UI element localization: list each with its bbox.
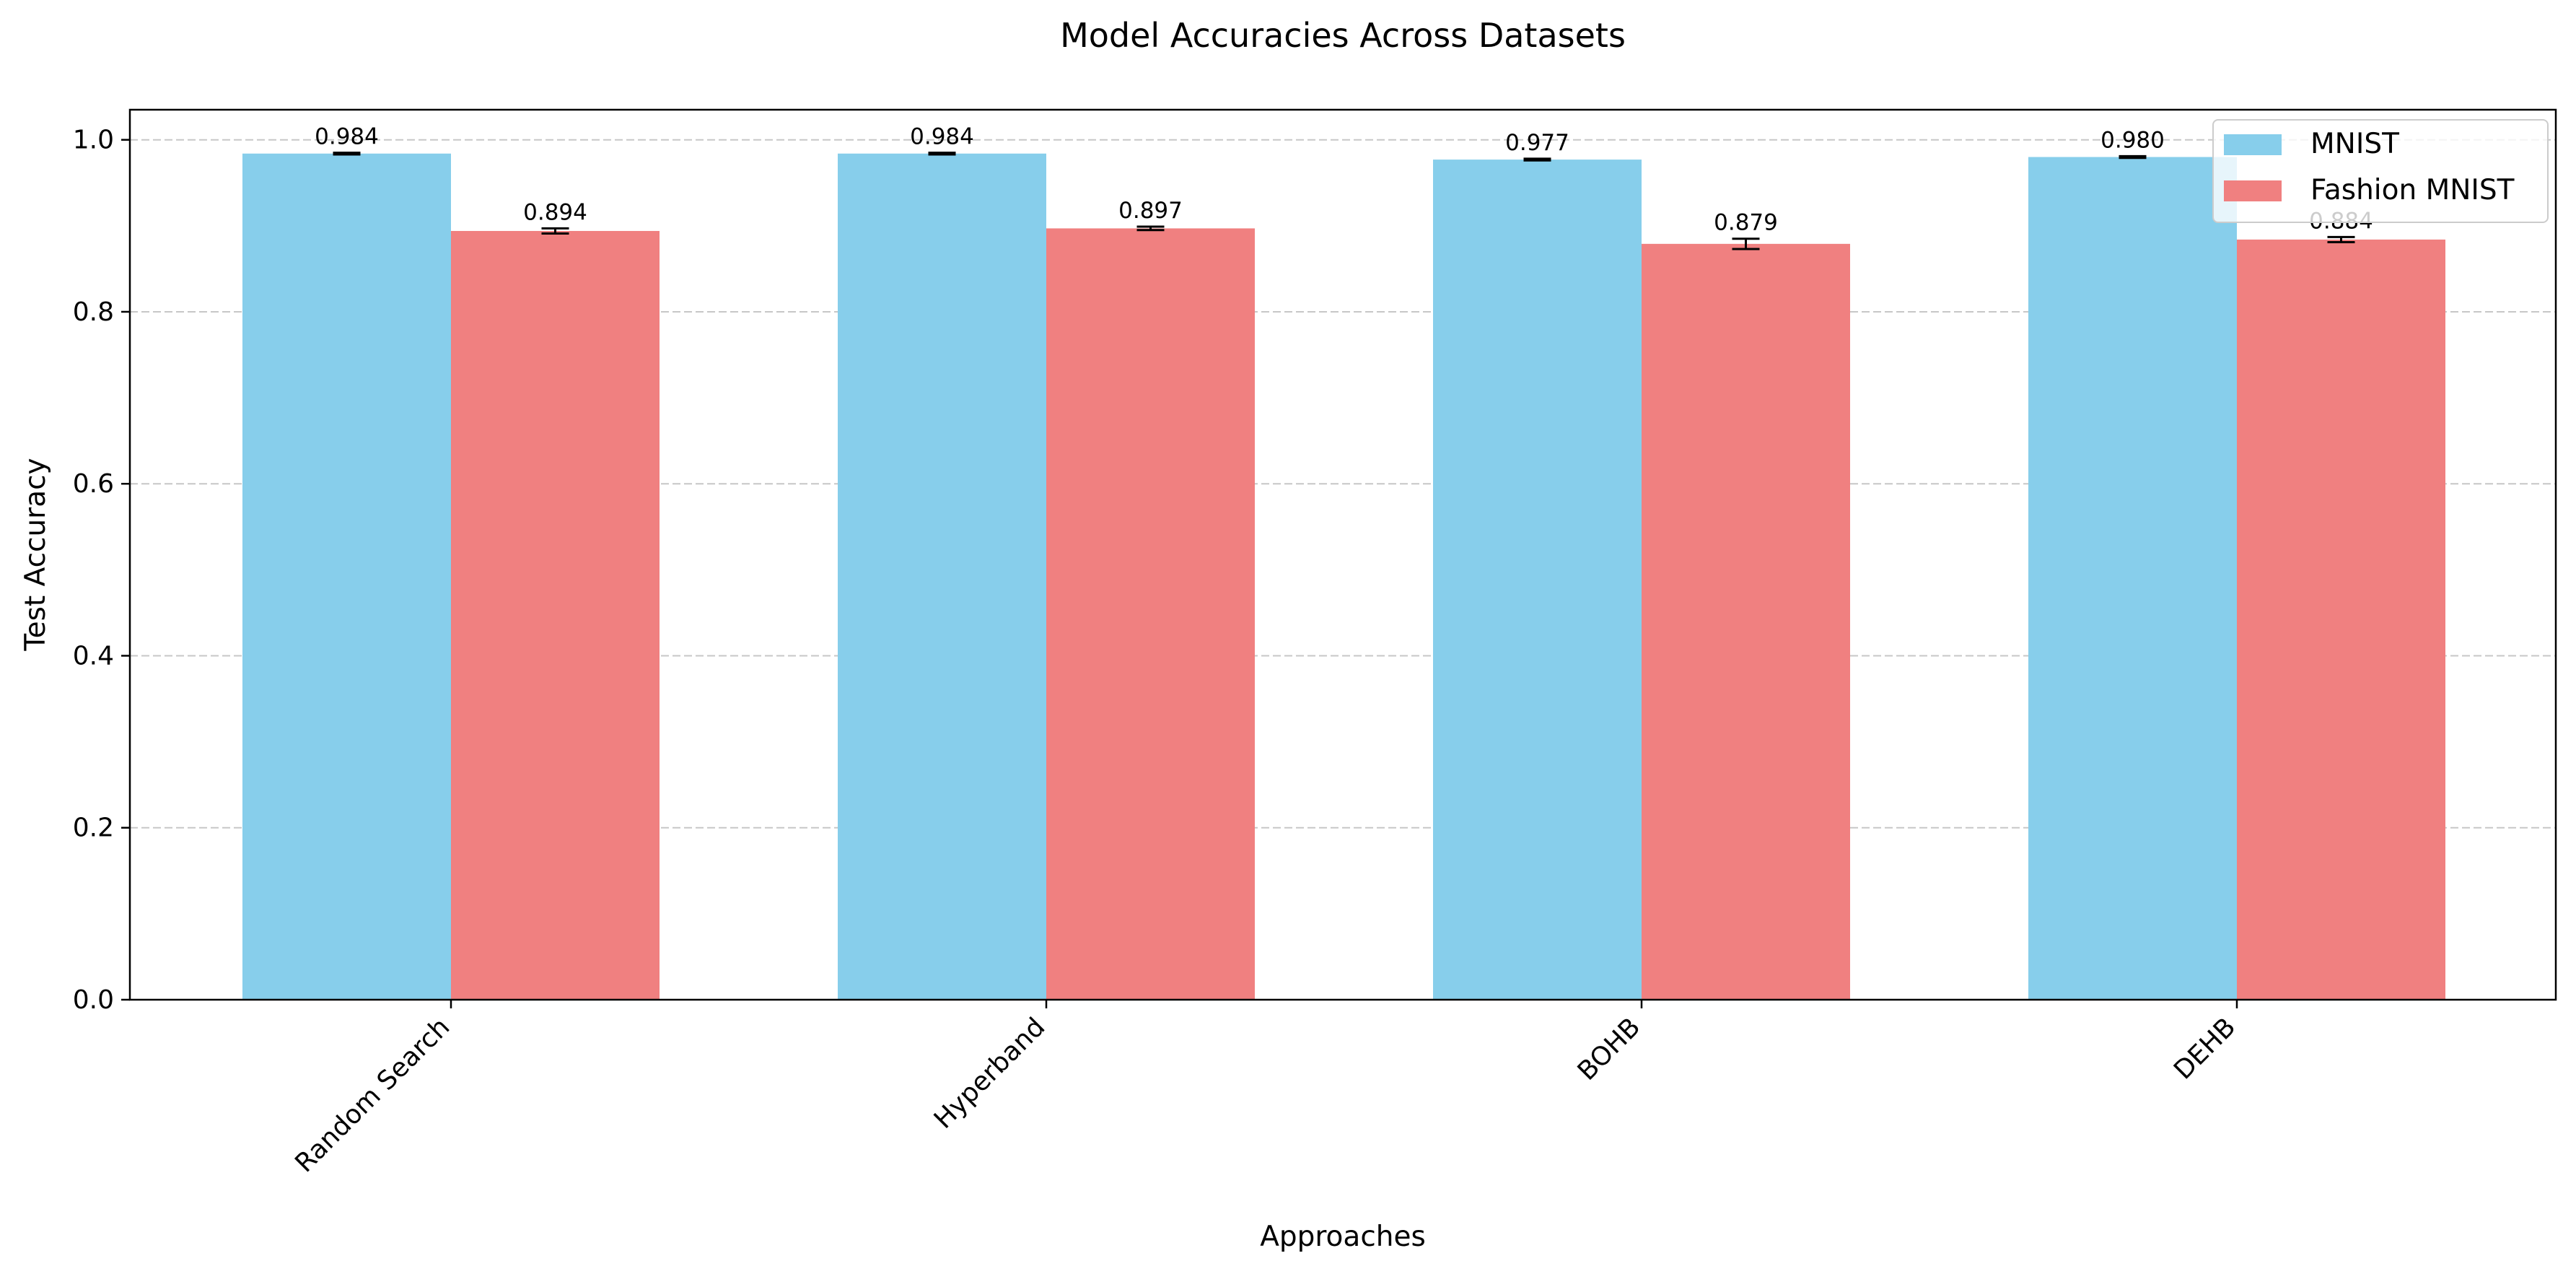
data-label: 0.897 [1118, 198, 1183, 224]
plot-frame [128, 108, 2557, 1001]
y-tick-label: 0.8 [73, 297, 114, 327]
bar-fashion-mnist [1046, 228, 1255, 1000]
bar-mnist [242, 153, 451, 1000]
x-tick-label: Hyperband [929, 1012, 1051, 1135]
data-label: 0.984 [910, 124, 974, 150]
error-bars [333, 152, 2355, 250]
bar-fashion-mnist [451, 230, 660, 1000]
bar-mnist [2028, 157, 2237, 1000]
bar-fashion-mnist [1642, 243, 1850, 1000]
chart-title: Model Accuracies Across Datasets [1060, 16, 1626, 55]
y-axis: 0.0 0.2 0.4 0.6 0.8 1.0 [73, 126, 130, 1015]
data-label: 0.980 [2100, 127, 2165, 153]
bars [242, 153, 2445, 1000]
legend-swatch [2224, 180, 2282, 201]
legend: MNIST Fashion MNIST [2212, 119, 2549, 223]
legend-swatch [2224, 134, 2282, 155]
bar-mnist [838, 153, 1046, 1000]
y-tick-label: 0.2 [73, 813, 114, 843]
x-tick-label: Random Search [289, 1012, 455, 1178]
legend-label: MNIST [2310, 128, 2399, 160]
data-label: 0.984 [315, 124, 379, 150]
bar-mnist [1433, 160, 1642, 1000]
y-tick-label: 1.0 [73, 126, 114, 155]
x-tick-label: BOHB [1572, 1012, 1647, 1086]
bar-fashion-mnist [2237, 239, 2445, 1000]
x-axis: Random Search Hyperband BOHB DEHB [289, 1000, 2241, 1178]
data-label: 0.977 [1505, 130, 1569, 156]
legend-label: Fashion MNIST [2310, 174, 2515, 206]
y-axis-title: Test Accuracy [19, 458, 52, 651]
y-tick-label: 0.0 [73, 985, 114, 1015]
x-axis-title: Approaches [1260, 1221, 1426, 1253]
y-tick-label: 0.4 [73, 641, 114, 671]
y-tick-label: 0.6 [73, 469, 114, 499]
data-label: 0.894 [523, 199, 587, 225]
x-tick-label: DEHB [2168, 1012, 2241, 1085]
data-label: 0.879 [1714, 210, 1778, 236]
legend-frame [2212, 119, 2549, 223]
